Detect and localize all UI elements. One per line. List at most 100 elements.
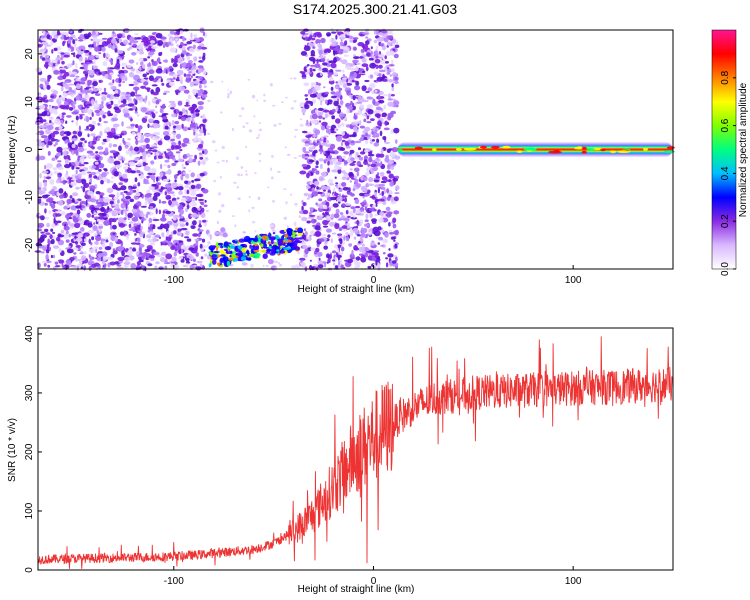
snr-frame (37, 327, 674, 571)
heatmap-cell (181, 163, 184, 170)
heatmap-cell (299, 257, 306, 261)
heatmap-cell (79, 200, 87, 205)
heatmap-cell (46, 260, 52, 264)
heatmap-cell (101, 73, 106, 76)
heatmap-cell (356, 219, 360, 225)
heatmap-cell (58, 96, 66, 102)
heatmap-cell (162, 178, 170, 182)
heatmap-cell (369, 207, 376, 212)
heatmap-cell (55, 141, 58, 146)
heatmap-cell (176, 76, 180, 81)
heatmap-cell (344, 259, 350, 262)
heatmap-cell (316, 138, 323, 142)
heatmap-cell (198, 220, 202, 224)
heatmap-cell (261, 235, 268, 241)
heatmap-cell (181, 123, 184, 129)
heatmap-cell (335, 81, 339, 84)
heatmap-cell (374, 191, 378, 198)
heatmap-cell (173, 222, 179, 227)
colorbar-gradient (711, 29, 737, 270)
heatmap-cell (140, 225, 143, 231)
heatmap-cell (83, 94, 90, 100)
heatmap-cell (78, 113, 85, 116)
heatmap-cell (71, 52, 74, 55)
heatmap-cell (290, 107, 295, 110)
heatmap-cell (297, 227, 304, 234)
heatmap-cell (373, 71, 379, 76)
heatmap-cell (384, 232, 389, 236)
heatmap-cell (53, 47, 58, 52)
heatmap-cell (75, 115, 79, 121)
heatmap-cell (89, 185, 96, 191)
heatmap-cell (77, 131, 83, 137)
heatmap-cell (240, 166, 244, 169)
heatmap-cell (195, 266, 202, 271)
heatmap-cell (69, 28, 73, 34)
heatmap-cell (218, 242, 223, 246)
heatmap-cell (502, 145, 511, 149)
heatmap-cell (203, 222, 208, 227)
heatmap-cell (314, 31, 322, 36)
heatmap-cell (123, 217, 127, 221)
heatmap-cell (94, 241, 99, 245)
heatmap-cell (148, 185, 155, 191)
heatmap-cell (220, 231, 223, 237)
heatmap-cell (374, 89, 378, 93)
heatmap-cell (338, 193, 342, 198)
heatmap-cell (49, 120, 52, 123)
heatmap-cell (123, 140, 126, 145)
heatmap-cell (360, 257, 365, 262)
heatmap-cell (294, 264, 301, 269)
heatmap-cell (303, 66, 307, 72)
heatmap-cell (91, 146, 95, 150)
heatmap-cell (317, 260, 325, 265)
heatmap-cell (308, 56, 316, 61)
heatmap-cell (72, 192, 79, 197)
heatmap-cell (63, 225, 70, 231)
heatmap-cell (65, 120, 68, 124)
heatmap-cell (349, 168, 353, 171)
heatmap-cell (109, 200, 114, 205)
heatmap-cell (86, 62, 91, 65)
heatmap-cell (53, 70, 60, 75)
heatmap-cell (136, 62, 139, 65)
heatmap-cell (44, 45, 47, 52)
heatmap-cell (355, 62, 361, 65)
colorbar-tick-label: 0.8 (720, 70, 731, 84)
heatmap-cell (151, 60, 158, 67)
heatmap-cell (254, 229, 257, 233)
heatmap-cell (71, 120, 74, 123)
heatmap-cell (357, 147, 362, 151)
heatmap-cell (310, 101, 313, 107)
heatmap-cell (386, 41, 392, 46)
heatmap-cell (65, 239, 70, 243)
heatmap-cell (54, 118, 61, 125)
heatmap-cell (162, 153, 166, 160)
heatmap-cell (75, 186, 80, 190)
heatmap-cell (363, 118, 367, 123)
heatmap-cell (105, 239, 109, 243)
heatmap-cell (98, 151, 104, 155)
heatmap-cell (229, 245, 236, 249)
snr-y-tick-label: 100 (24, 502, 35, 519)
heatmap-cell (198, 84, 202, 89)
heatmap-cell (121, 95, 125, 99)
heatmap-cell (383, 252, 386, 255)
heatmap-cell (155, 33, 163, 39)
heatmap-cell (164, 191, 167, 196)
heatmap-cell (67, 38, 71, 44)
heatmap-cell (361, 32, 369, 35)
heatmap-cell (43, 85, 47, 91)
heatmap-cell (349, 149, 355, 154)
heatmap-cell (83, 182, 90, 189)
heatmap-cell (169, 47, 177, 53)
heatmap-cell (311, 113, 318, 120)
heatmap-cell (145, 234, 152, 239)
heatmap-cell (323, 109, 330, 113)
heatmap-cell (78, 45, 86, 51)
heatmap-cell (180, 248, 183, 254)
heatmap-cell (82, 251, 87, 255)
heatmap-cell (232, 258, 239, 262)
heatmap-cell (137, 220, 140, 225)
heatmap-cell (197, 75, 203, 79)
